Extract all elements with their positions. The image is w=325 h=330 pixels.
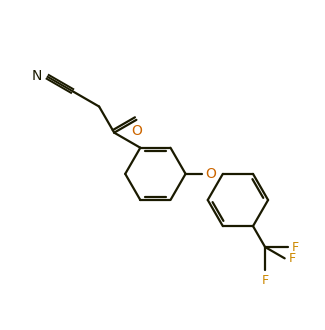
Text: O: O [205, 167, 216, 181]
Text: F: F [262, 274, 269, 287]
Text: N: N [31, 69, 42, 83]
Text: O: O [131, 124, 142, 138]
Text: F: F [292, 241, 299, 253]
Text: F: F [289, 252, 296, 265]
